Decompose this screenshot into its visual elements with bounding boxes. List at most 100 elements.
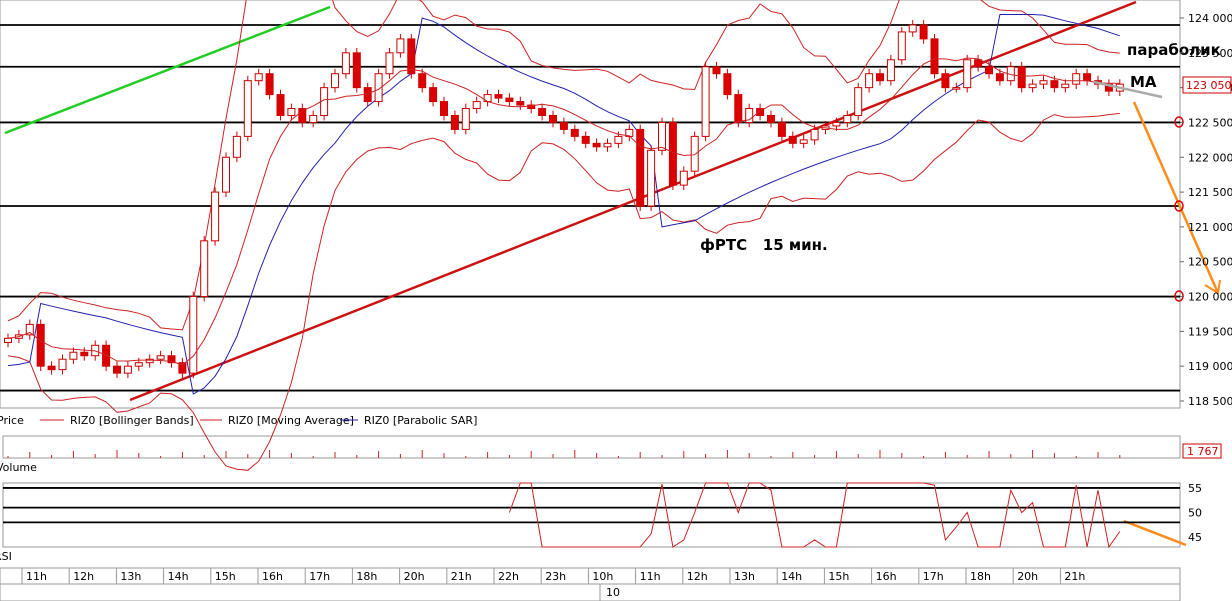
legend-parabolic-sar: RIZ0 [Parabolic SAR] [364, 414, 477, 427]
candle [1050, 80, 1059, 89]
candle [243, 80, 252, 137]
candle [440, 101, 448, 116]
candle [331, 73, 339, 89]
y-tick-label: 122 500 [1188, 116, 1232, 129]
candle [963, 59, 972, 89]
candle [385, 52, 394, 75]
rsi-panel-frame [2, 482, 1181, 548]
rsi-label: RSI [0, 550, 12, 563]
time-tick-label: 14h [168, 570, 189, 583]
last-price-box [1182, 76, 1232, 94]
legend-price: Price [0, 414, 24, 427]
candle [658, 121, 666, 151]
rsi-tick-label: 55 [1188, 482, 1202, 495]
parabolic-sar-line [7, 14, 1120, 395]
candle [810, 128, 819, 141]
time-tick-label: 11h [26, 570, 47, 583]
candle [1039, 80, 1048, 85]
candle [549, 114, 557, 123]
time-tick-label: 15h [828, 570, 849, 583]
candle [1028, 83, 1037, 89]
time-tick-label: 23h [545, 570, 566, 583]
candle [799, 139, 808, 144]
time-tick-label: 17h [309, 570, 330, 583]
date-label: 10 [606, 586, 620, 599]
volume-panel-frame [2, 435, 1181, 459]
candle [450, 114, 459, 130]
candle [276, 94, 285, 116]
time-tick-label: 10h [592, 570, 613, 583]
y-tick-label: 122 000 [1188, 151, 1232, 164]
candle [298, 108, 307, 123]
candle [876, 73, 884, 82]
candle [309, 114, 318, 123]
volume-value-box [1182, 443, 1222, 459]
candle [211, 191, 220, 242]
y-tick-label: 119 500 [1188, 325, 1232, 338]
y-tick-label: 118 500 [1188, 395, 1232, 408]
candle [1017, 66, 1026, 89]
rsi-tick-label: 45 [1188, 531, 1202, 544]
candle [69, 351, 78, 360]
candle [36, 323, 45, 367]
time-tick-label: 12h [687, 570, 708, 583]
candle [614, 135, 623, 144]
candle [113, 365, 121, 374]
candle [865, 73, 874, 89]
rsi-line [508, 482, 1121, 549]
rsi-tick-label: 50 [1188, 507, 1202, 520]
candle [886, 59, 895, 82]
candle [985, 66, 993, 75]
moving-average-line [7, 57, 1120, 366]
time-tick-label: 21h [1064, 570, 1085, 583]
time-tick-label: 12h [73, 570, 94, 583]
candle [788, 135, 797, 144]
time-tick-label: 21h [451, 570, 472, 583]
time-tick-label: 13h [120, 570, 141, 583]
candle [374, 73, 383, 103]
candle [897, 31, 906, 61]
candle [287, 108, 296, 116]
candle [396, 38, 405, 54]
candle [952, 87, 961, 90]
price-legend: Price RIZ0 [Bollinger Bands] RIZ0 [Movin… [0, 414, 477, 427]
candle [723, 73, 732, 96]
candle [254, 73, 263, 82]
volume-value: 1 767 [1187, 445, 1219, 458]
time-tick-label: 18h [970, 570, 991, 583]
level-markers [1174, 116, 1184, 302]
time-tick-label: 17h [923, 570, 944, 583]
candle [668, 121, 677, 186]
time-tick-label: 20h [404, 570, 425, 583]
chart-annotation: фРТС 15 мин. [700, 236, 828, 254]
time-tick-label: 15h [215, 570, 236, 583]
candle [734, 94, 743, 123]
candle [341, 52, 350, 75]
candle [418, 73, 427, 89]
candle [461, 108, 470, 130]
last-price-label: 123 050 [1186, 79, 1232, 92]
candle [516, 101, 525, 106]
y-tick-label: 124 000 [1188, 12, 1232, 25]
candle [472, 101, 481, 110]
candle [701, 66, 710, 137]
candle [25, 323, 34, 336]
time-tick-label: 14h [781, 570, 802, 583]
candle [777, 121, 786, 137]
candle [145, 358, 154, 364]
volume-label: Volume [0, 461, 37, 474]
candle [407, 38, 416, 75]
candle [222, 156, 230, 193]
y-tick-label: 120 000 [1188, 291, 1232, 304]
candle [1072, 73, 1081, 85]
candle [1083, 73, 1092, 82]
legend-moving-average: RIZ0 [Moving Average] [228, 414, 354, 427]
candle [559, 121, 568, 130]
candle [47, 365, 56, 371]
time-tick-label: 16h [262, 570, 283, 583]
candle [581, 135, 590, 144]
candle [941, 73, 950, 89]
candle [919, 24, 928, 40]
candle [265, 73, 274, 96]
